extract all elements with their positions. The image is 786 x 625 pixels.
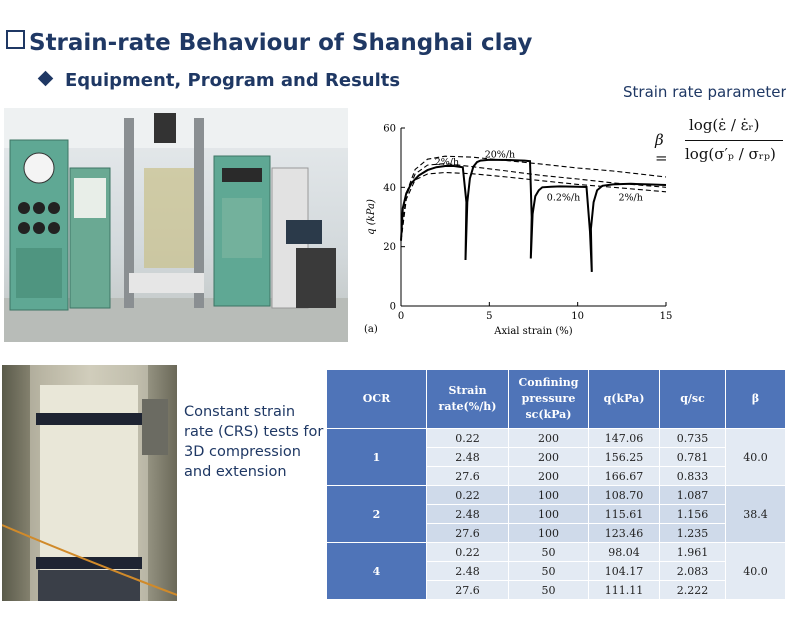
table-cell: 2.48 (426, 561, 509, 581)
y-tick-label: 40 (383, 183, 396, 194)
rate-annotation: 0.2%/h (547, 193, 580, 204)
table-cell: 2.48 (426, 447, 509, 467)
table-cell: 2.222 (659, 580, 726, 600)
table-cell: 98.04 (588, 542, 660, 562)
table-cell: 100 (508, 523, 589, 543)
diamond-bullet-icon (37, 70, 54, 87)
rate-annotation: 20%/h (485, 150, 515, 161)
table-cell: 100 (508, 504, 589, 524)
table-cell: 2.48 (426, 504, 509, 524)
table-header-cell: Confining pressure sc(kPa) (508, 369, 589, 429)
beta-cell: 40.0 (725, 542, 786, 600)
x-tick-label: 5 (486, 311, 492, 322)
table-row: 27.6 50 111.11 2.222 (327, 580, 786, 600)
table-cell: 200 (508, 466, 589, 486)
equipment-photo (4, 108, 348, 342)
y-tick-label: 20 (383, 242, 396, 253)
crs-description: Constant strain rate (CRS) tests for 3D … (184, 402, 323, 482)
ocr-cell: 4 (326, 542, 427, 600)
table-cell: 108.70 (588, 485, 660, 505)
slide-title-text: Strain-rate Behaviour of Shanghai clay (29, 30, 533, 56)
table-row: 4 0.22 50 98.04 1.961 40.0 (326, 542, 786, 600)
formula-heading: Strain rate parameter (623, 83, 786, 101)
slide-title: Strain-rate Behaviour of Shanghai clay (6, 30, 532, 56)
y-axis-label: q (kPa) (366, 199, 377, 235)
stress-strain-chart: 0 5 10 15 0 20 40 60 Axial strain (%) q (kPa) (a) 2… (364, 124, 673, 338)
table-cell: 156.25 (588, 447, 660, 467)
specimen-photo (2, 365, 177, 601)
table-cell: 111.11 (588, 580, 660, 600)
crs-line: and extension (184, 464, 287, 480)
table-cell: 27.6 (426, 466, 509, 486)
table-row: 27.6 200 166.67 0.833 (327, 466, 786, 486)
results-table: OCR Strain rate(%/h) Confining pressure sc… (326, 369, 786, 600)
table-cell: 2.083 (659, 561, 726, 581)
beta-cell: 40.0 (725, 428, 786, 486)
crs-line: 3D compression (184, 444, 301, 460)
table-header-cell: β (725, 369, 786, 429)
table-cell: 27.6 (426, 523, 509, 543)
crs-line: rate (CRS) tests for (184, 424, 324, 440)
x-tick-label: 10 (571, 311, 584, 322)
table-cell: 50 (508, 542, 589, 562)
fraction-bar (685, 140, 783, 141)
table-header-cell: Strain rate(%/h) (426, 369, 509, 429)
table-cell: 123.46 (588, 523, 660, 543)
checkbox-bullet-icon (6, 30, 25, 49)
table-header-cell: q(kPa) (588, 369, 660, 429)
slide-subtitle-text: Equipment, Program and Results (65, 70, 401, 91)
formula-numerator: log(ε̇ / ε̇ᵣ) (689, 116, 760, 134)
ocr-cell: 2 (326, 485, 427, 543)
ocr-cell: 1 (326, 428, 427, 486)
table-cell: 0.833 (659, 466, 726, 486)
table-cell: 1.156 (659, 504, 726, 524)
table-cell: 1.087 (659, 485, 726, 505)
crs-line: Constant strain (184, 404, 296, 420)
table-cell: 0.735 (659, 428, 726, 448)
table-cell: 147.06 (588, 428, 660, 448)
slide-subtitle: Equipment, Program and Results (37, 70, 401, 91)
table-cell: 0.781 (659, 447, 726, 467)
table-row: 2.48 100 115.61 1.156 (327, 504, 786, 524)
rate-annotation: 2%/h (618, 193, 642, 204)
table-header-cell: q/sc (659, 369, 726, 429)
x-axis-label: Axial strain (%) (493, 326, 573, 337)
table-cell: 50 (508, 580, 589, 600)
table-cell: 200 (508, 428, 589, 448)
panel-label: (a) (364, 324, 378, 335)
table-cell: 0.22 (426, 542, 509, 562)
table-cell: 200 (508, 447, 589, 467)
formula-lhs: β = (655, 131, 668, 167)
table-row: 2.48 200 156.25 0.781 (327, 447, 786, 467)
table-header-cell: OCR (326, 369, 427, 429)
table-cell: 0.22 (426, 428, 509, 448)
y-tick-label: 0 (390, 302, 396, 313)
table-cell: 115.61 (588, 504, 660, 524)
table-cell: 166.67 (588, 466, 660, 486)
beta-cell: 38.4 (725, 485, 786, 543)
rate-annotation: 2%/h (435, 157, 459, 168)
table-cell: 50 (508, 561, 589, 581)
table-cell: 1.961 (659, 542, 726, 562)
table-cell: 1.235 (659, 523, 726, 543)
model-curve (400, 171, 667, 241)
table-cell: 104.17 (588, 561, 660, 581)
table-row: 27.6 100 123.46 1.235 (327, 523, 786, 543)
table-cell: 0.22 (426, 485, 509, 505)
model-curve (400, 163, 667, 241)
table-cell: 100 (508, 485, 589, 505)
formula-denominator: log(σ′ₚ / σᵣₚ) (685, 145, 776, 163)
x-tick-label: 15 (660, 311, 673, 322)
x-tick-label: 0 (398, 311, 404, 322)
measured-curve (400, 158, 667, 272)
table-row: 1 0.22 200 147.06 0.735 40.0 (326, 428, 786, 486)
table-row: 2 0.22 100 108.70 1.087 38.4 (326, 485, 786, 543)
table-cell: 27.6 (426, 580, 509, 600)
table-row: 2.48 50 104.17 2.083 (327, 561, 786, 581)
y-tick-label: 60 (383, 124, 396, 135)
model-curve (400, 155, 667, 241)
